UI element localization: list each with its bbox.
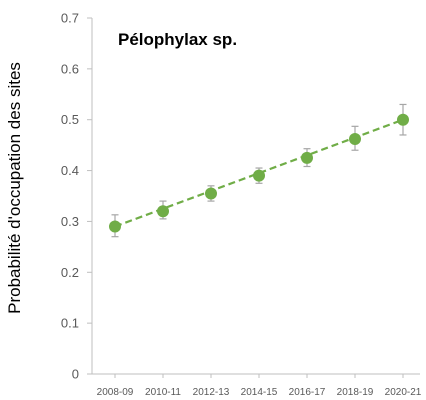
data-point [349,133,361,146]
y-ticks: 0 0.1 0.2 0.3 0.4 0.5 0.6 0.7 [61,11,92,382]
y-tick-label: 0.2 [61,265,79,280]
data-points [109,113,409,233]
error-bars [111,103,407,238]
x-tick-label: 2012-13 [193,387,230,398]
y-tick-label: 0.5 [61,112,79,127]
x-tick-label: 2016-17 [289,387,326,398]
chart-title: Pélophylax sp. [118,30,237,49]
data-point [109,220,121,233]
data-point [205,187,217,200]
x-tick-label: 2014-15 [241,387,278,398]
data-point [253,169,265,182]
axes [91,18,420,375]
data-point [397,113,409,126]
x-tick-label: 2018-19 [337,387,374,398]
y-tick-label: 0.7 [61,11,79,26]
data-point [301,151,313,164]
y-tick-label: 0.3 [61,214,79,229]
y-tick-label: 0.4 [61,163,79,178]
data-point [157,205,169,218]
y-tick-label: 0.1 [61,316,79,331]
x-tick-label: 2008-09 [97,387,134,398]
x-tick-label: 2020-21 [385,387,422,398]
x-tick-label: 2010-11 [145,387,181,398]
y-tick-label: 0.6 [61,61,79,76]
y-axis-label: Probabilité d'occupation des sites [5,62,24,314]
x-ticks: 2008-09 2010-11 2012-13 2014-15 2016-17 2018-… [97,374,422,398]
y-tick-label: 0 [72,367,79,382]
